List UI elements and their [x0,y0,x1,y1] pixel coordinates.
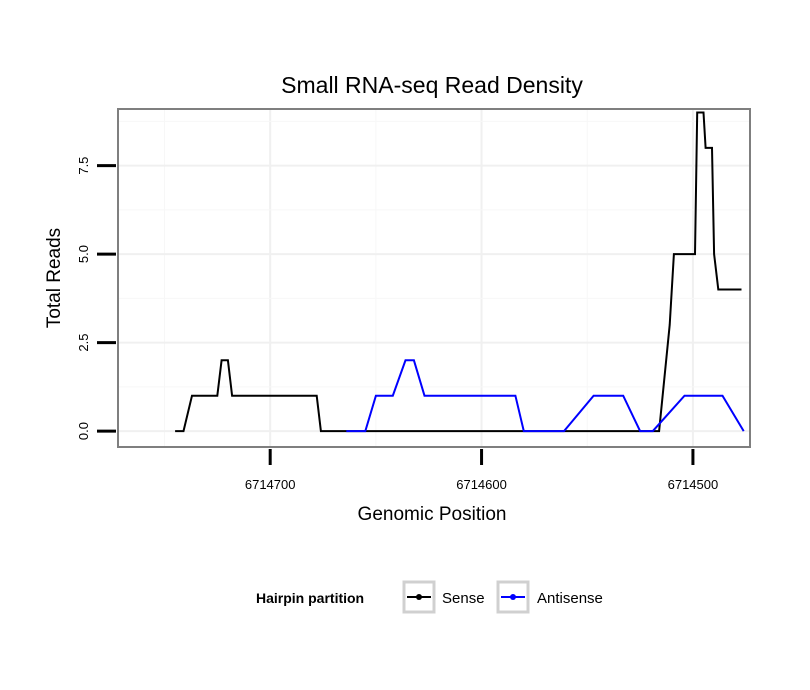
y-tick-label: 5.0 [76,245,91,263]
x-tick-label: 6714500 [668,477,719,492]
series-layer [175,111,745,433]
y-tick-label: 7.5 [76,157,91,175]
legend-label-antisense: Antisense [537,590,603,607]
plot-border [117,108,751,448]
legend-key-dot-antisense [510,594,516,600]
legend-title: Hairpin partition [256,590,364,606]
series-line-antisense [346,359,745,433]
y-tick-label: 0.0 [76,422,91,440]
legend-label-sense: Sense [442,590,485,607]
x-tick-label: 6714600 [456,477,507,492]
legend-key-dot-sense [416,594,422,600]
legend: Hairpin partition Sense Antisense [256,580,603,614]
y-axis-title: Total Reads [44,228,65,328]
y-tick-label: 2.5 [76,334,91,352]
legend-item-sense: Sense [402,580,485,614]
legend-item-antisense: Antisense [496,580,603,614]
x-tick-label: 6714700 [245,477,296,492]
chart-title: Small RNA-seq Read Density [281,72,583,98]
series-line-sense [175,111,742,433]
x-axis: 6714700 6714600 6714500 [245,449,718,492]
x-axis-title: Genomic Position [358,504,507,525]
y-axis: 0.0 2.5 5.0 7.5 [76,157,116,440]
